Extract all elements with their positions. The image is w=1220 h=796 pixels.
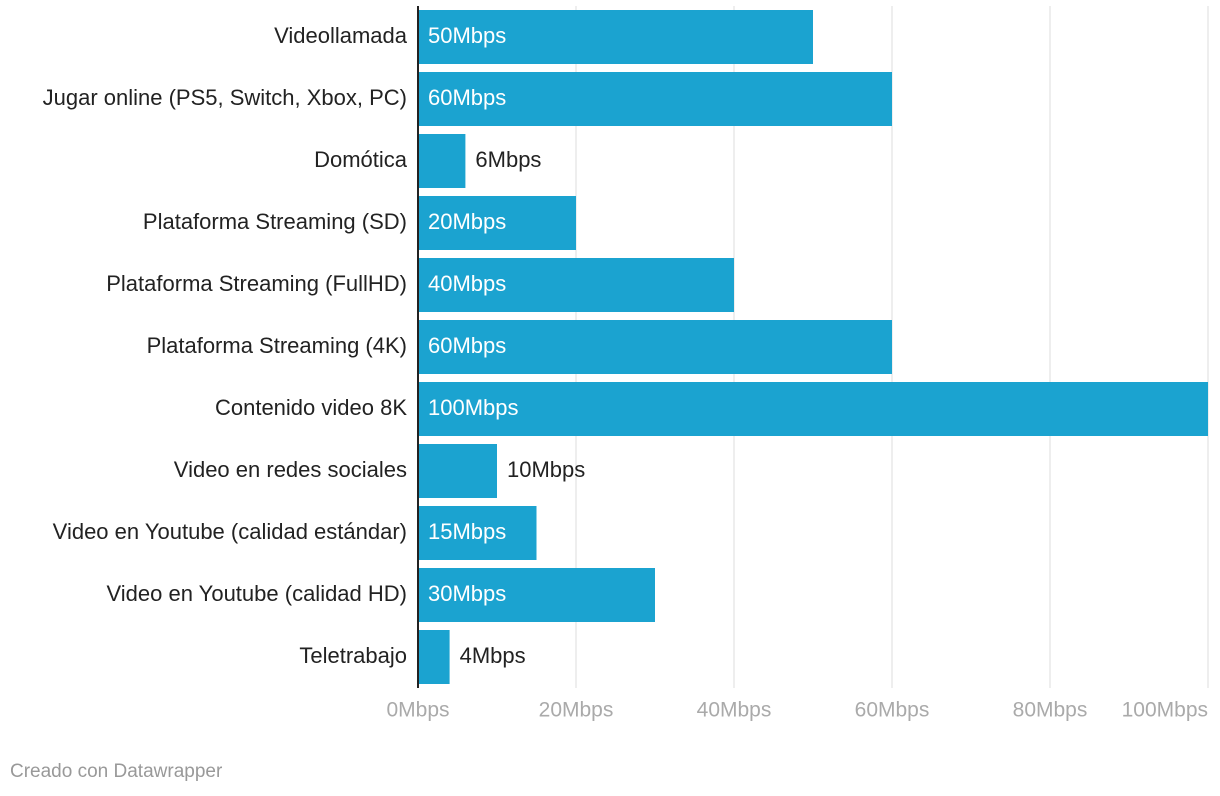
bar [418,382,1208,436]
value-label: 60Mbps [428,333,506,358]
x-tick-label: 60Mbps [855,699,930,722]
value-label: 60Mbps [428,85,506,110]
category-label: Teletrabajo [299,643,407,668]
value-label: 50Mbps [428,23,506,48]
value-label: 100Mbps [428,395,519,420]
category-label: Video en redes sociales [174,457,407,482]
value-label: 30Mbps [428,581,506,606]
category-label: Video en Youtube (calidad HD) [107,581,407,606]
category-label: Plataforma Streaming (SD) [143,209,407,234]
category-label: Contenido video 8K [215,395,407,420]
x-tick-label: 100Mbps [1122,699,1208,722]
bar [418,630,450,684]
bar [418,10,813,64]
bar [418,134,466,188]
category-label: Videollamada [274,23,408,48]
bar [418,258,734,312]
bars [418,10,1208,684]
x-tick-label: 20Mbps [539,699,614,722]
bar [418,320,892,374]
category-label: Jugar online (PS5, Switch, Xbox, PC) [43,85,407,110]
value-label: 15Mbps [428,519,506,544]
bar [418,444,497,498]
category-label: Plataforma Streaming (4K) [147,333,407,358]
value-label: 6Mbps [475,147,541,172]
category-label: Video en Youtube (calidad estándar) [53,519,407,544]
x-tick-label: 40Mbps [697,699,772,722]
value-label: 40Mbps [428,271,506,296]
bar [418,72,892,126]
value-label: 20Mbps [428,209,506,234]
x-tick-label: 0Mbps [386,699,449,722]
category-label: Domótica [314,147,408,172]
footer: Creado con Datawrapper [10,761,223,782]
bar [418,568,655,622]
x-tick-label: 80Mbps [1013,699,1088,722]
value-label: 4Mbps [460,643,526,668]
category-label: Plataforma Streaming (FullHD) [106,271,407,296]
bar [418,506,537,560]
value-label: 10Mbps [507,457,585,482]
bar [418,196,576,250]
